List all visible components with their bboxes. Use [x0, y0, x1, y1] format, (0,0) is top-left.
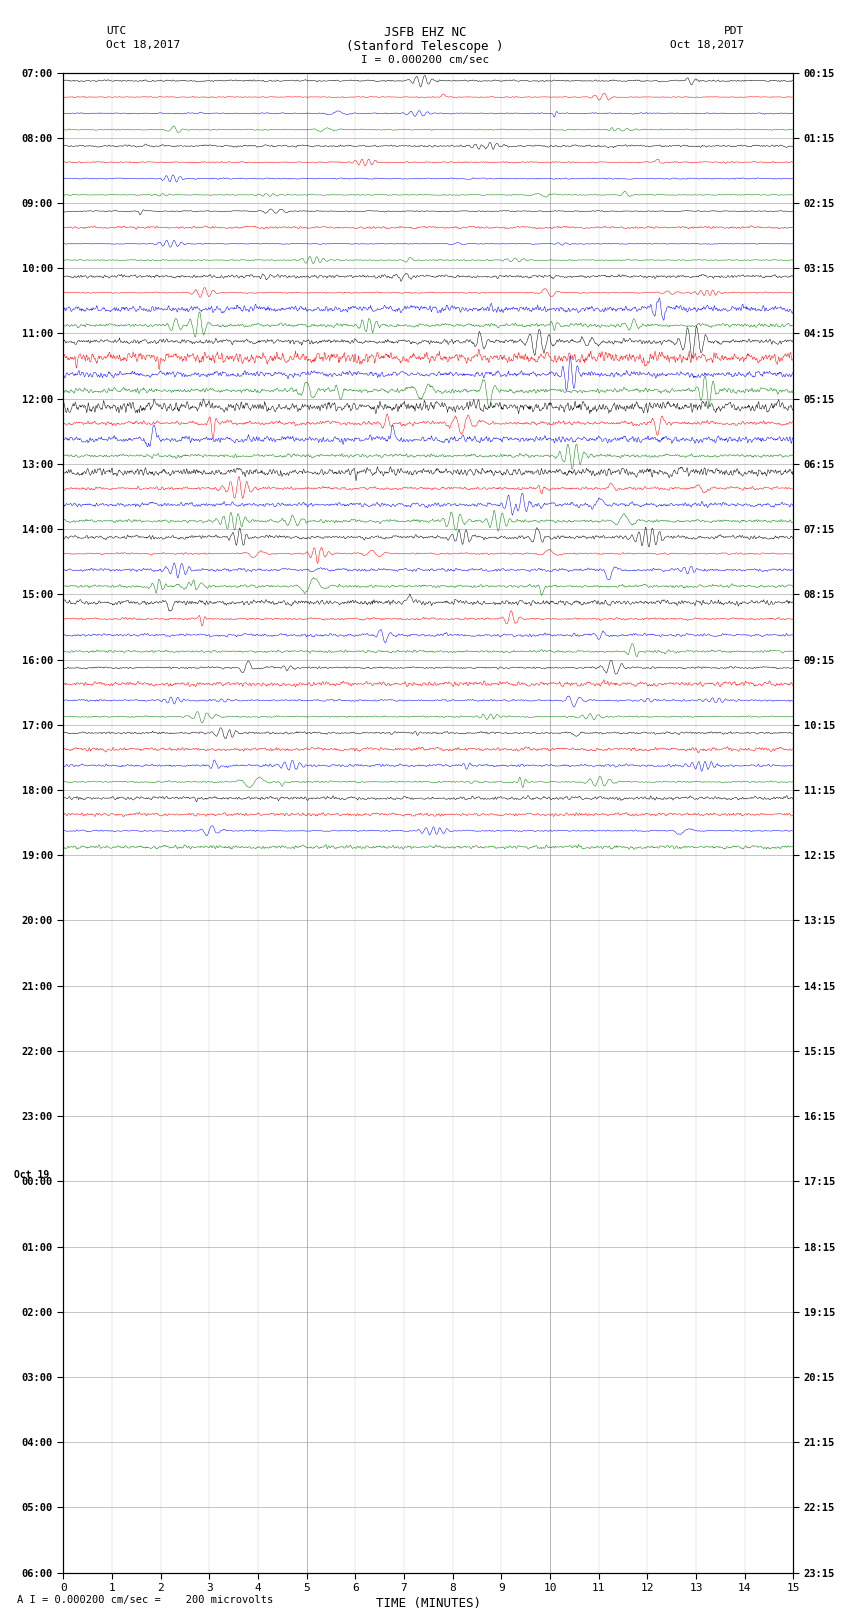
Text: JSFB EHZ NC: JSFB EHZ NC	[383, 26, 467, 39]
Text: A I = 0.000200 cm/sec =    200 microvolts: A I = 0.000200 cm/sec = 200 microvolts	[17, 1595, 273, 1605]
Text: UTC: UTC	[106, 26, 127, 35]
Text: Oct 18,2017: Oct 18,2017	[670, 40, 744, 50]
X-axis label: TIME (MINUTES): TIME (MINUTES)	[376, 1597, 481, 1610]
Text: PDT: PDT	[723, 26, 744, 35]
Text: I = 0.000200 cm/sec: I = 0.000200 cm/sec	[361, 55, 489, 65]
Text: (Stanford Telescope ): (Stanford Telescope )	[346, 40, 504, 53]
Text: Oct 18,2017: Oct 18,2017	[106, 40, 180, 50]
Text: Oct 19: Oct 19	[14, 1169, 48, 1179]
